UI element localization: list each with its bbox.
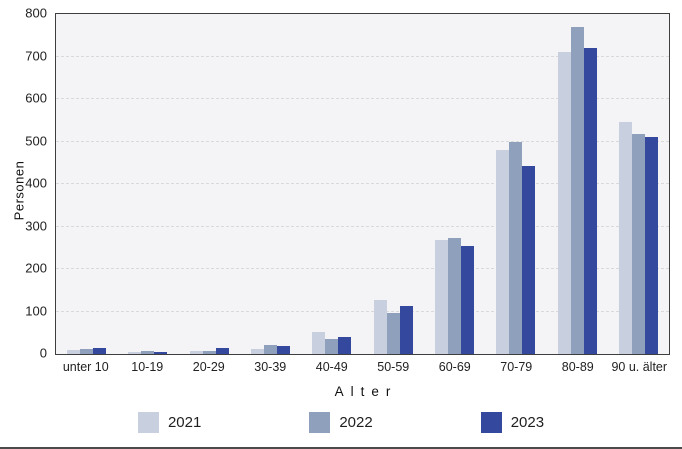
y-tick-label: 300 [25, 218, 47, 233]
bar-2022 [509, 141, 523, 354]
bar-2021 [312, 331, 326, 354]
bar-2021 [618, 122, 632, 354]
bar-2021 [128, 351, 142, 354]
y-tick-label: 700 [25, 48, 47, 63]
x-tick-label: 70-79 [500, 360, 533, 374]
bar-2023 [583, 48, 597, 354]
legend-label: 2021 [167, 414, 202, 431]
gridline [56, 140, 669, 142]
y-tick-label: 0 [39, 345, 47, 361]
bar-2022 [141, 350, 155, 354]
bar-group [56, 14, 117, 354]
bar-2021 [67, 349, 81, 354]
bar-2022 [386, 312, 400, 354]
gridline [56, 98, 669, 99]
bar-2022 [80, 348, 94, 354]
legend-swatch [480, 412, 502, 433]
x-tick-label: 80-89 [561, 360, 594, 374]
x-axis-ticks: unter 10 10-19 20-29 30-39 40-49 50-59 60-69 70… [55, 360, 670, 374]
x-tick-label: unter 10 [62, 360, 109, 374]
bar-2021 [496, 150, 510, 354]
bar-2023 [644, 137, 658, 354]
legend-entry: 2021 [137, 412, 202, 433]
bar-group [424, 14, 485, 354]
legend-entry: 2022 [309, 412, 373, 433]
bar-group [240, 14, 301, 354]
bar-2023 [215, 347, 229, 354]
bar-group [546, 14, 607, 354]
bars [56, 14, 669, 354]
bar-2022 [447, 238, 461, 354]
x-tick-label: 90 u. älter [611, 360, 668, 374]
gridline [56, 183, 669, 184]
bar-group [179, 14, 240, 354]
x-tick-label: 40-49 [315, 360, 348, 374]
bar-2023 [277, 346, 291, 354]
bar-2023 [399, 305, 413, 354]
bar-2023 [522, 165, 536, 354]
x-tick-label: 50-59 [377, 360, 410, 374]
bar-group [608, 14, 669, 354]
legend-swatch [137, 412, 159, 433]
bar-2021 [434, 240, 448, 354]
gridline [56, 310, 669, 312]
gridline [56, 268, 669, 269]
bar-2022 [631, 133, 645, 354]
bar-2021 [189, 350, 203, 354]
bar-2023 [154, 351, 168, 354]
gridline [56, 225, 669, 227]
bar-2023 [93, 347, 107, 354]
bar-2022 [570, 26, 584, 354]
y-tick-label: 400 [25, 175, 47, 191]
bar-2022 [325, 338, 339, 354]
legend-label: 2022 [339, 414, 373, 431]
x-tick-label: 10-19 [131, 360, 164, 374]
bar-2022 [264, 344, 278, 354]
bar-group [301, 14, 362, 354]
legend: 2021 2022 2023 [0, 412, 682, 433]
bar-group [485, 14, 546, 354]
bar-2021 [251, 348, 265, 354]
legend-swatch [309, 412, 331, 433]
y-tick-label: 100 [25, 303, 47, 318]
bar-2021 [373, 300, 387, 354]
gridline [56, 55, 669, 57]
bar-2023 [338, 337, 352, 354]
y-tick-label: 200 [25, 260, 47, 276]
bar-2023 [460, 245, 474, 354]
y-tick-label: 600 [25, 90, 47, 106]
bar-group [362, 14, 423, 354]
y-tick-label: 800 [25, 5, 47, 21]
x-axis-title: Alter [334, 384, 398, 399]
legend-entry: 2023 [480, 412, 545, 433]
x-tick-label: 60-69 [438, 360, 471, 374]
bar-2021 [557, 52, 571, 354]
bar-2022 [202, 351, 216, 354]
legend-label: 2023 [510, 414, 545, 431]
y-axis-ticks: 0 100 200 300 400 500 600 700 800 [0, 7, 47, 360]
plot-area [55, 13, 670, 355]
y-tick-label: 500 [25, 133, 47, 148]
x-tick-label: 30-39 [254, 360, 287, 374]
x-tick-label: 20-29 [192, 360, 225, 374]
bar-group [117, 14, 178, 354]
